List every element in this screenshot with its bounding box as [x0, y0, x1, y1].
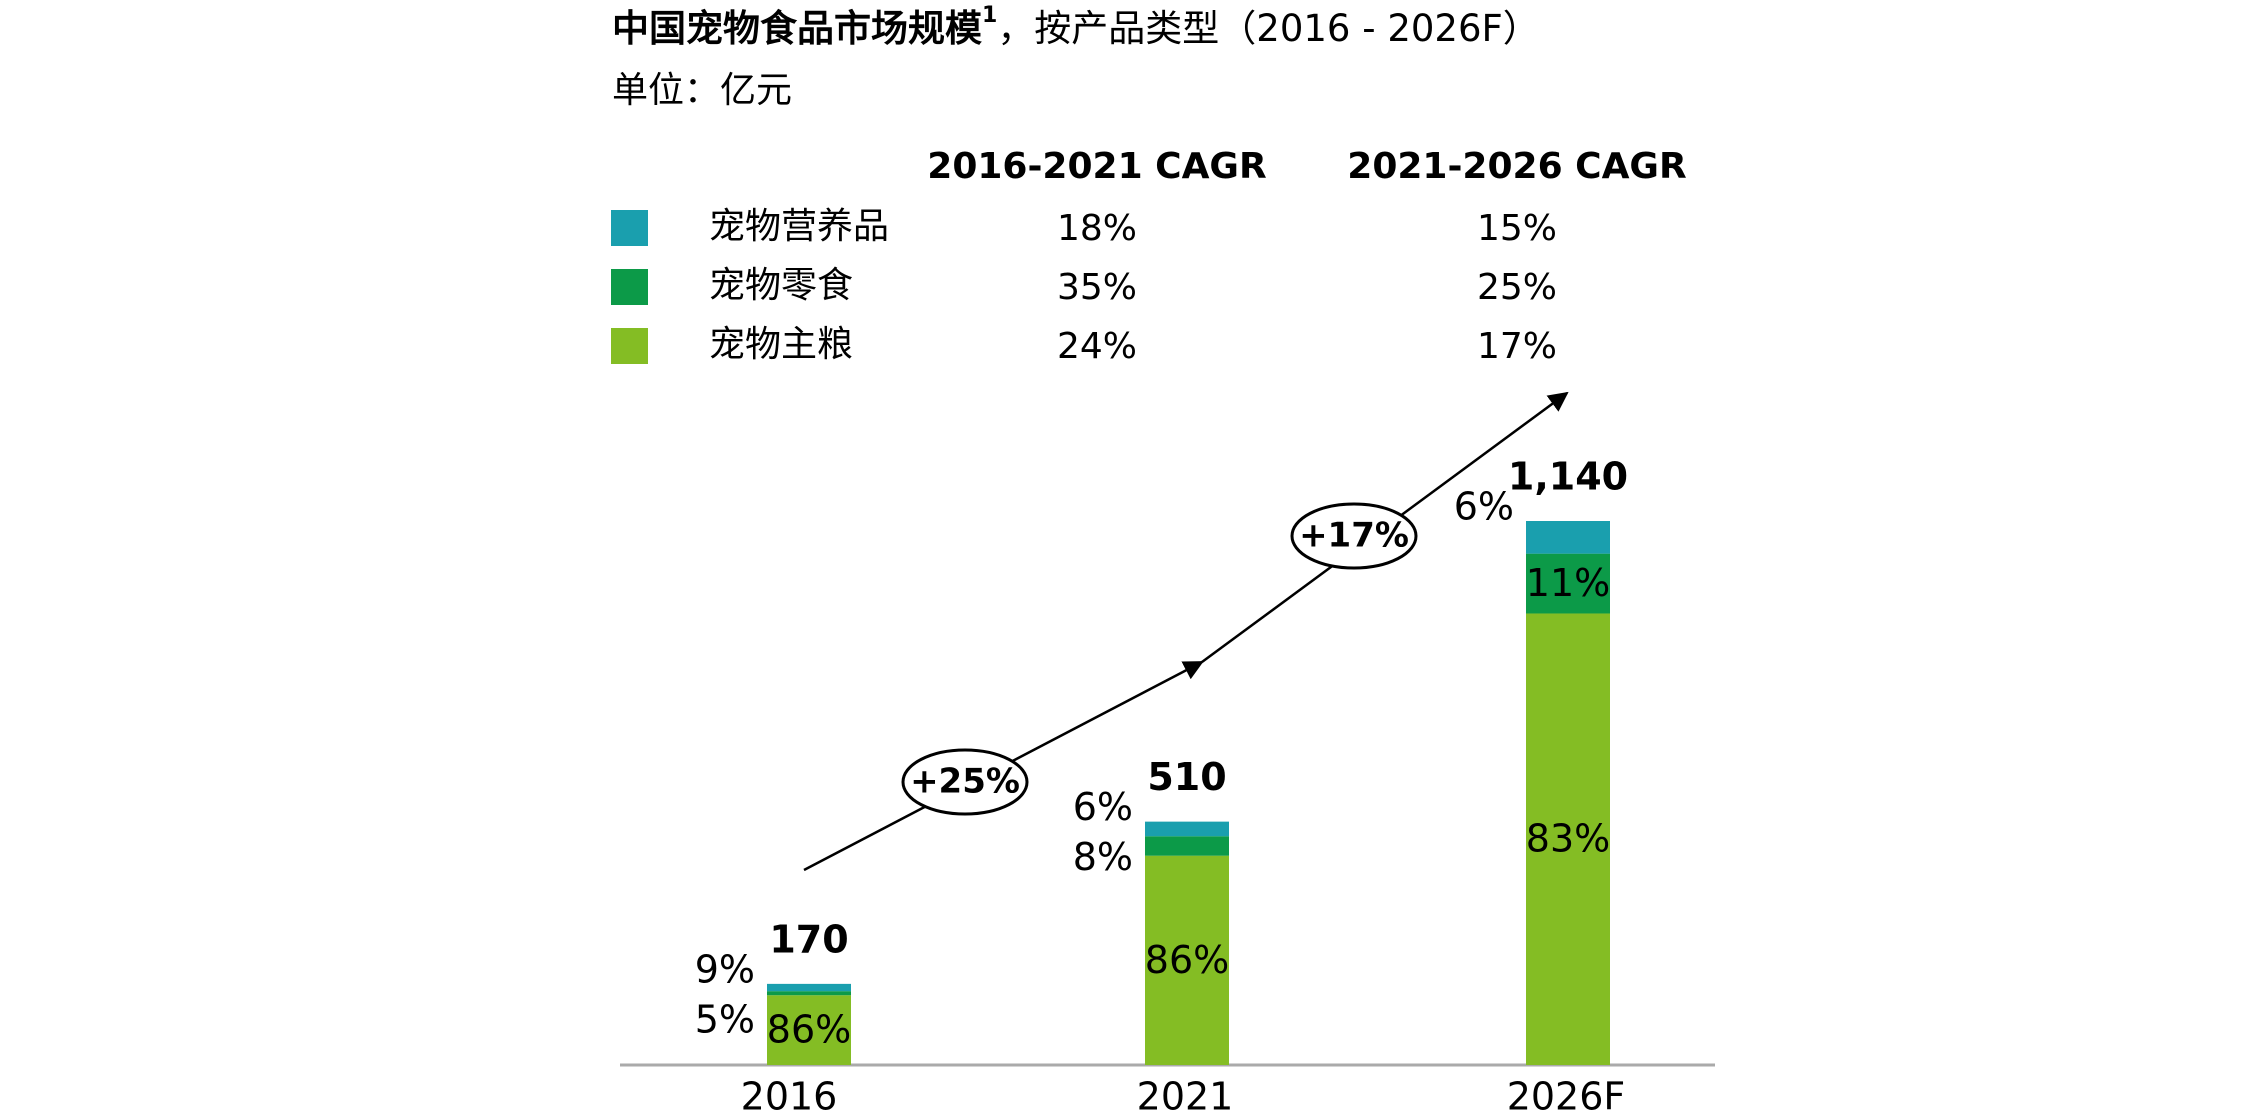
- value-label: 6%: [1454, 485, 1514, 529]
- legend-label: 宠物零食: [709, 265, 853, 306]
- subtitle: 单位：亿元: [612, 70, 792, 111]
- annotation: +17%: [1299, 516, 1409, 556]
- cagr-value: 25%: [1477, 267, 1557, 308]
- bar-segment: [1526, 613, 1610, 1065]
- x-tick-label: 2021: [1137, 1075, 1234, 1117]
- chart-title: 中国宠物食品市场规模1，按产品类型（2016 - 2026F）: [612, 3, 1540, 50]
- total-label: 1,140: [1508, 455, 1628, 499]
- value-label: 5%: [695, 997, 755, 1041]
- cagr-value: 15%: [1477, 208, 1557, 249]
- value-label: 83%: [1526, 817, 1610, 861]
- cagr-value: 35%: [1057, 267, 1137, 308]
- cagr-header: 2016-2021 CAGR: [927, 146, 1266, 187]
- value-label: 86%: [1145, 938, 1229, 982]
- title-main: 中国宠物食品市场规模: [612, 7, 982, 50]
- value-label: 86%: [767, 1008, 851, 1052]
- legend-swatch: [611, 328, 648, 364]
- bar-segment: [1145, 855, 1229, 1065]
- bar-segment: [767, 995, 851, 1065]
- legend-swatch: [611, 210, 648, 246]
- annotation: +25%: [910, 762, 1020, 802]
- annotation-bubble: [901, 748, 1029, 816]
- legend-swatch: [611, 269, 648, 305]
- total-label: 510: [1147, 755, 1226, 799]
- bar-segment: [1526, 521, 1610, 554]
- title-rest: ，按产品类型（2016 - 2026F）: [997, 7, 1539, 50]
- title-note: 1: [982, 3, 997, 28]
- x-tick-label: 2026F: [1507, 1075, 1626, 1117]
- value-label: 6%: [1073, 785, 1133, 829]
- x-tick-label: 2016: [741, 1075, 838, 1117]
- annotation-bubble: [1290, 502, 1418, 570]
- total-label: 170: [769, 917, 848, 961]
- bar-segment: [1145, 821, 1229, 837]
- bar-segment: [1526, 553, 1610, 614]
- bar-segment: [767, 991, 851, 996]
- legend-label: 宠物营养品: [709, 206, 889, 247]
- value-label: 8%: [1073, 835, 1133, 879]
- cagr-header: 2021-2026 CAGR: [1347, 146, 1686, 187]
- value-label: 9%: [695, 947, 755, 991]
- cagr-value: 17%: [1477, 326, 1557, 367]
- bar-segment: [767, 983, 851, 992]
- cagr-value: 24%: [1057, 326, 1137, 367]
- value-label: 11%: [1526, 561, 1610, 605]
- cagr-value: 18%: [1057, 208, 1137, 249]
- bar-segment: [1145, 836, 1229, 856]
- legend-label: 宠物主粮: [709, 324, 853, 365]
